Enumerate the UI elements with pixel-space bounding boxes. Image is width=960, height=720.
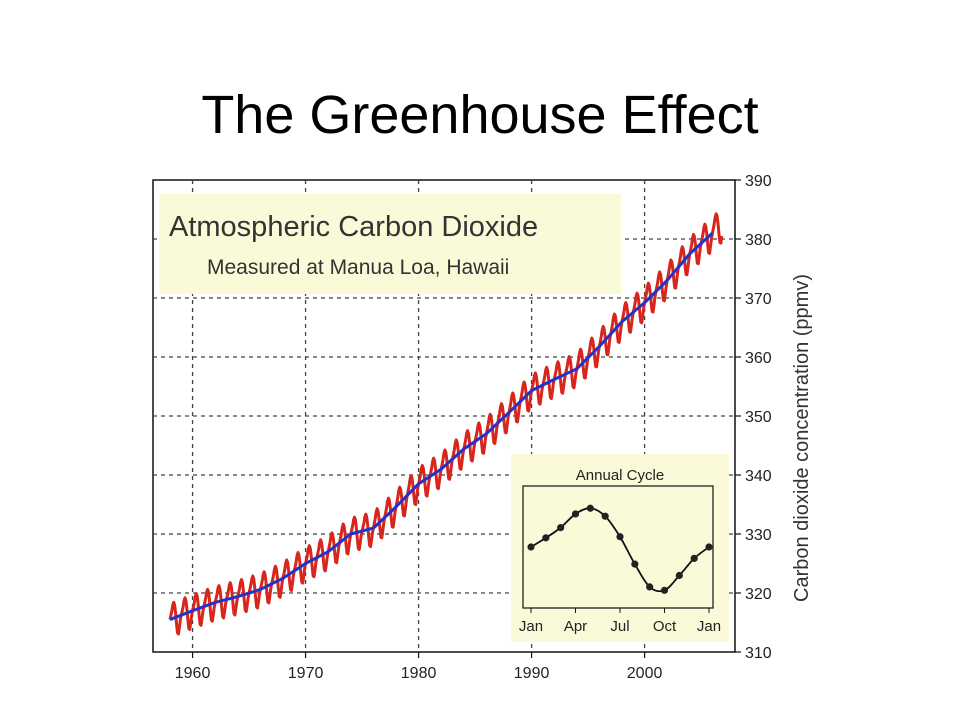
chart-subtitle: Measured at Manua Loa, Hawaii xyxy=(207,256,509,279)
y-tick-label: 330 xyxy=(745,527,772,544)
annual-cycle-point xyxy=(527,543,535,551)
annual-cycle-point xyxy=(557,524,565,532)
y-tick-label: 350 xyxy=(745,409,772,426)
annual-cycle-point xyxy=(705,543,713,551)
co2-figure: Atmospheric Carbon Dioxide Measured at M… xyxy=(145,168,825,708)
data-series xyxy=(168,212,724,636)
inset-x-tick-label: Jan xyxy=(697,618,721,635)
co2-chart: Atmospheric Carbon Dioxide Measured at M… xyxy=(152,173,813,682)
y-tick-label: 390 xyxy=(745,173,772,190)
y-tick-label: 320 xyxy=(745,586,772,603)
title-panel: Atmospheric Carbon Dioxide Measured at M… xyxy=(159,194,621,294)
annual-cycle-point xyxy=(571,510,580,518)
axes: 1960 1970 1980 1990 2000 310 320 330 340 350 360 37… xyxy=(175,173,772,682)
title-panel-background xyxy=(159,194,621,294)
annual-cycle-point xyxy=(542,534,550,542)
chart-title: Atmospheric Carbon Dioxide xyxy=(169,211,538,243)
slide-title: The Greenhouse Effect xyxy=(201,85,759,145)
y-tick-label: 340 xyxy=(745,468,772,485)
y-tick-label: 310 xyxy=(745,645,772,662)
annual-cycle-point xyxy=(675,571,683,580)
x-tick-label: 1970 xyxy=(288,665,324,682)
x-tick-label: 1980 xyxy=(401,665,437,682)
annual-cycle-point xyxy=(690,554,698,562)
inset-frame xyxy=(522,485,714,609)
y-tick-label: 370 xyxy=(745,291,772,308)
annual-cycle-point xyxy=(601,512,609,520)
inset-title: Annual Cycle xyxy=(576,467,664,484)
inset-x-tick-label: Oct xyxy=(653,618,677,635)
x-tick-label: 1990 xyxy=(514,665,550,682)
x-tick-label: 1960 xyxy=(175,665,211,682)
annual-cycle-inset: Annual Cycle Jan Apr Jul Oct Jan xyxy=(511,454,729,642)
inset-series: Jan Apr Jul Oct Jan xyxy=(519,504,721,635)
trend-series-line xyxy=(169,231,714,621)
x-tick-label: 2000 xyxy=(627,665,663,682)
inset-x-tick-label: Jan xyxy=(519,618,543,635)
y-tick-label: 380 xyxy=(745,232,772,249)
annual-cycle-point xyxy=(586,504,594,512)
inset-x-tick-label: Apr xyxy=(564,618,587,635)
inset-x-tick-label: Jul xyxy=(610,618,629,635)
annual-cycle-point xyxy=(616,533,624,541)
seasonal-series-line xyxy=(168,212,724,636)
annual-cycle-point xyxy=(646,583,654,591)
y-axis-label: Carbon dioxide concentration (ppmv) xyxy=(791,274,813,602)
annual-cycle-point xyxy=(631,560,639,568)
y-tick-label: 360 xyxy=(745,350,772,367)
annual-cycle-point xyxy=(660,586,669,594)
